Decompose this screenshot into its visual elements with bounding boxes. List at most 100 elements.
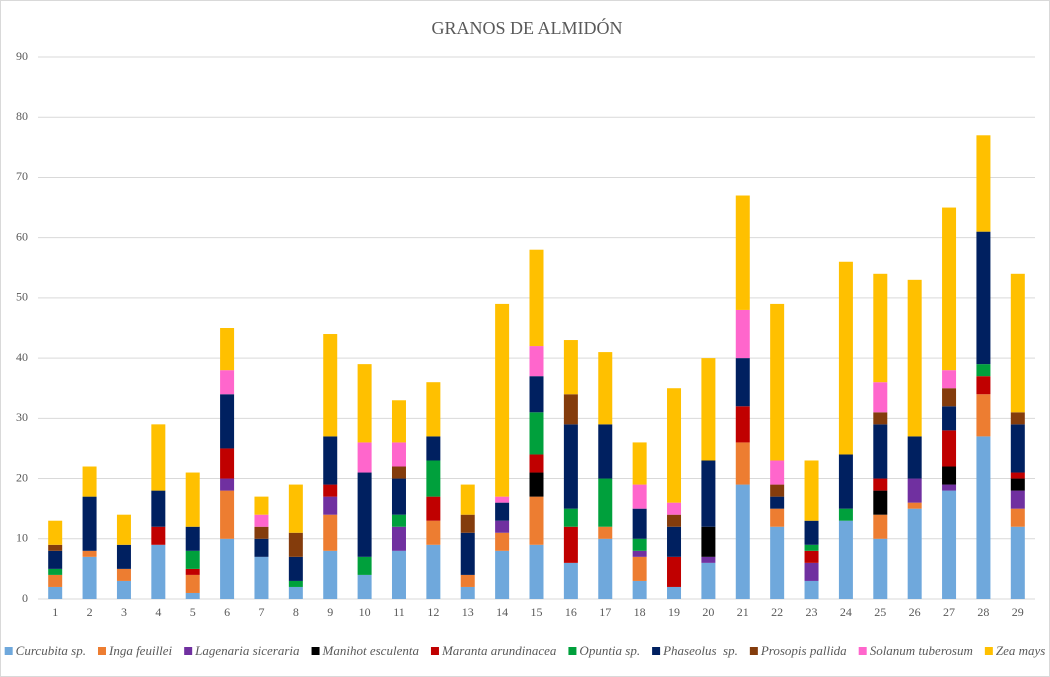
x-tick-label: 3 [121, 605, 127, 619]
bar-segment [254, 538, 269, 557]
legend-label: Phaseolus sp. [662, 643, 738, 658]
bar-segment [770, 484, 785, 497]
bar-segment [426, 382, 441, 437]
bar-segment [907, 508, 922, 599]
x-tick-label: 29 [1012, 605, 1024, 619]
y-tick-label: 50 [16, 290, 28, 304]
legend-label: Curcubita sp. [16, 643, 86, 658]
bar-segment [426, 436, 441, 461]
bar-segment [426, 460, 441, 497]
bar-segment [220, 394, 235, 449]
bar-segment [907, 502, 922, 509]
bar-segment [288, 586, 303, 599]
bar-segment [357, 442, 372, 473]
bar-segment [770, 496, 785, 509]
bar-segment [323, 436, 338, 485]
bar-segment [563, 394, 578, 425]
x-tick-label: 24 [840, 605, 852, 619]
bar-segment [563, 508, 578, 527]
bar-segment [907, 279, 922, 437]
bar-segment [185, 574, 200, 593]
bar-segment [323, 550, 338, 599]
x-tick-label: 5 [190, 605, 196, 619]
bar-segment [1010, 526, 1025, 599]
bar-segment [1010, 424, 1025, 473]
bar-segment [151, 544, 166, 599]
bar-segment [426, 496, 441, 521]
bar-segment [976, 394, 991, 437]
legend-swatch [984, 647, 993, 655]
x-tick-label: 8 [293, 605, 299, 619]
bar-segment [598, 478, 613, 527]
bar-segment [563, 526, 578, 563]
bar-segment [632, 580, 647, 599]
x-tick-label: 12 [427, 605, 439, 619]
bar-segment [770, 460, 785, 485]
bar-segment [529, 472, 544, 497]
bar-segment [735, 358, 750, 407]
bar-segment [391, 400, 406, 443]
bar-segment [185, 568, 200, 575]
bar-segment [116, 514, 131, 545]
bar-segment [323, 496, 338, 515]
bar-segment [873, 412, 888, 425]
bar-segment [804, 520, 819, 545]
legend-swatch [311, 647, 320, 655]
x-tick-label: 13 [462, 605, 474, 619]
bar-segment [873, 490, 888, 515]
bar-segment [220, 490, 235, 539]
bar-segment [701, 556, 716, 563]
legend-label: Prosopis pallida [760, 643, 847, 658]
bar-segment [220, 370, 235, 395]
bar-segment [598, 352, 613, 425]
bar-segment [804, 550, 819, 563]
bar-segment [942, 388, 957, 407]
bar-segment [357, 556, 372, 575]
bar-segment [116, 568, 131, 581]
x-tick-label: 17 [599, 605, 611, 619]
bar-segment [667, 586, 682, 599]
bar-segment [288, 532, 303, 557]
bar-segment [323, 514, 338, 551]
legend-label: Solanum tuberosum [870, 643, 973, 658]
bar-segment [563, 424, 578, 509]
legend-swatch [184, 647, 193, 655]
x-tick-label: 19 [668, 605, 680, 619]
y-tick-label: 60 [16, 229, 28, 243]
bar-segment [838, 261, 853, 455]
bar-segment [220, 538, 235, 599]
bar-segment [495, 303, 510, 497]
bar-segment [426, 520, 441, 545]
bar-segment [220, 328, 235, 371]
bar-segment [48, 520, 63, 545]
bar-segment [288, 580, 303, 587]
x-tick-label: 20 [702, 605, 714, 619]
bar-segment [254, 526, 269, 539]
bar-segment [735, 309, 750, 359]
bar-segment [288, 484, 303, 533]
y-tick-label: 20 [16, 470, 28, 484]
bar-segment [151, 424, 166, 491]
legend-swatch [858, 647, 867, 655]
bar-segment [667, 514, 682, 527]
bar-segment [907, 478, 922, 503]
x-tick-label: 2 [87, 605, 93, 619]
bar-segment [185, 550, 200, 569]
y-tick-label: 10 [16, 531, 28, 545]
bar-segment [1010, 273, 1025, 413]
bar-segment [770, 526, 785, 599]
y-tick-label: 80 [16, 109, 28, 123]
bar-segment [391, 514, 406, 527]
bar-segment [701, 562, 716, 599]
y-tick-label: 70 [16, 169, 28, 183]
bar-segment [529, 346, 544, 377]
legend-swatch [568, 647, 577, 655]
bar-segment [873, 538, 888, 599]
bar-segment [598, 526, 613, 539]
bar-segment [770, 508, 785, 527]
x-tick-label: 28 [977, 605, 989, 619]
x-tick-label: 14 [496, 605, 508, 619]
x-tick-label: 9 [327, 605, 333, 619]
bar-segment [82, 550, 97, 557]
x-tick-label: 16 [565, 605, 577, 619]
